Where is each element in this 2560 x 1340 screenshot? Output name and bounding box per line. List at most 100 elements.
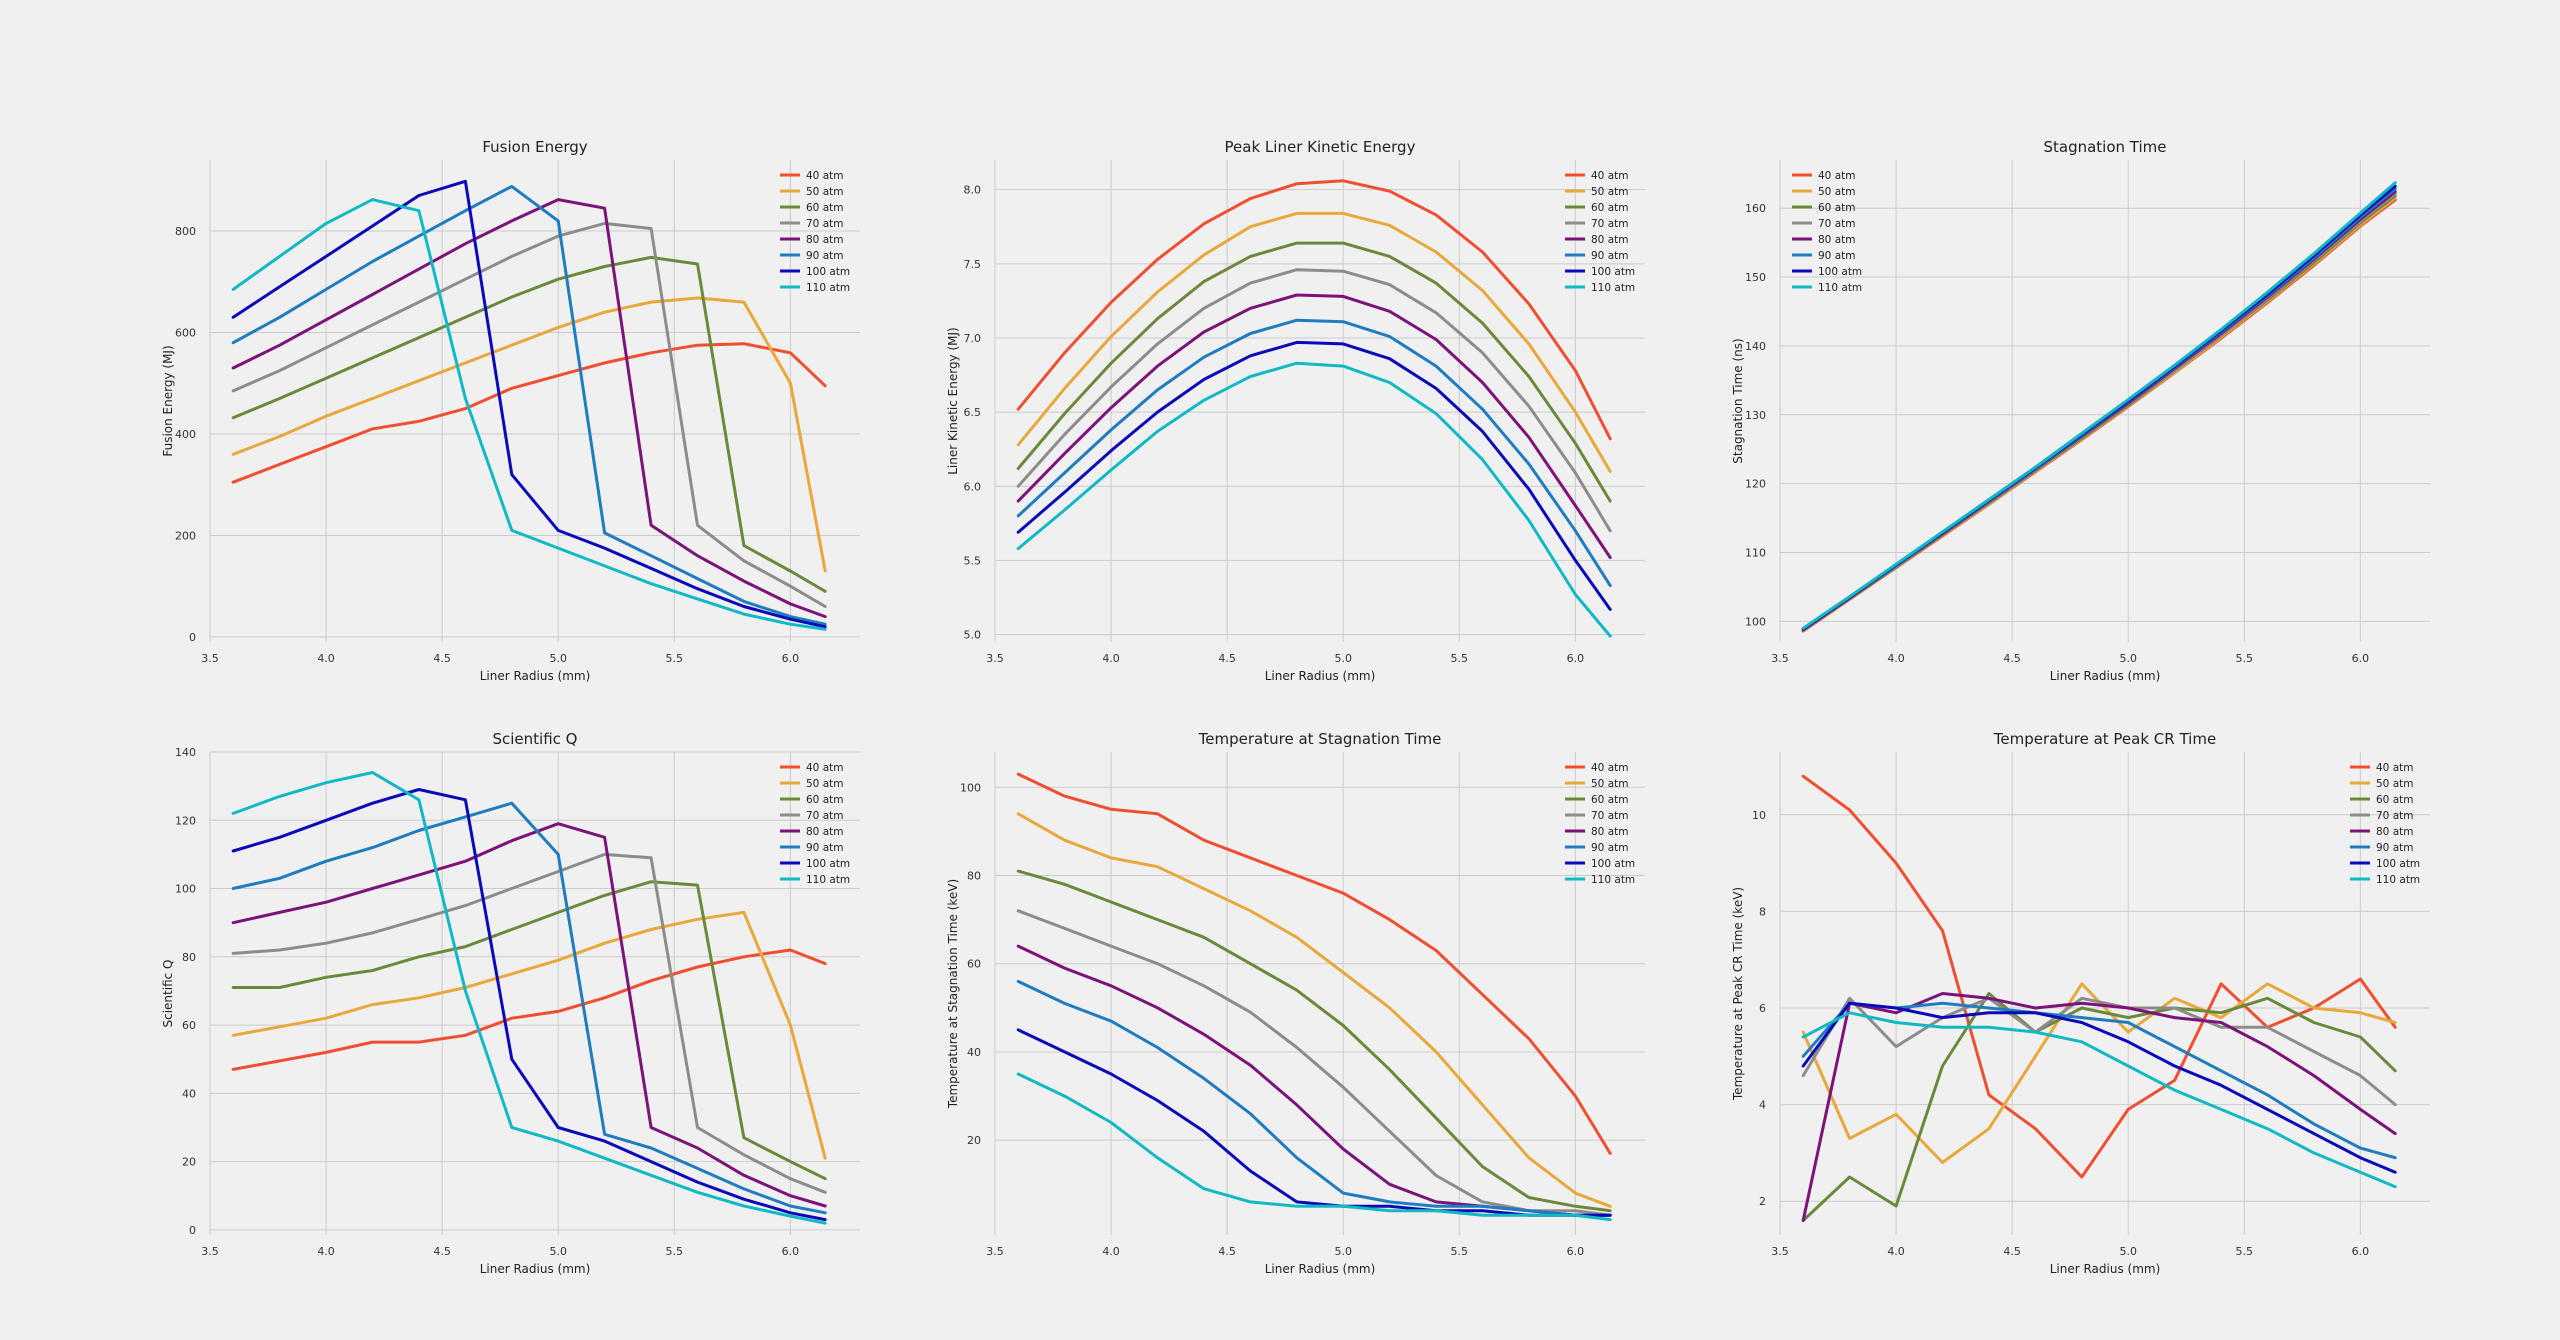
legend-label: 70 atm (1591, 218, 1628, 230)
legend-label: 60 atm (806, 794, 843, 806)
legend-label: 100 atm (1591, 266, 1635, 278)
x-tick-label: 6.0 (1567, 652, 1585, 665)
legend-label: 100 atm (1591, 858, 1635, 870)
series-line (1016, 179, 1612, 441)
series-line (1016, 318, 1612, 588)
legend-label: 40 atm (1591, 170, 1628, 182)
legend: 40 atm 50 atm 60 atm 70 atm 80 atm 90 atm 100 … (1792, 170, 1862, 294)
x-tick-label: 4.0 (1887, 652, 1905, 665)
y-tick-label: 8.0 (964, 184, 982, 197)
series-line (1801, 992, 2397, 1222)
series-line (1016, 268, 1612, 533)
chart-panel: 3.5 4.0 4.5 5.0 5.5 6.0 0 20 40 60 80 100 120 140 Scie… (161, 730, 860, 1276)
legend-label: 50 atm (806, 778, 843, 790)
x-tick-label: 3.5 (201, 1245, 219, 1258)
y-tick-label: 40 (967, 1046, 981, 1059)
x-tick-label: 4.5 (433, 1245, 451, 1258)
chart-title: Temperature at Stagnation Time (1198, 730, 1442, 748)
legend-label: 40 atm (806, 762, 843, 774)
series-line (231, 948, 827, 1071)
legend: 40 atm 50 atm 60 atm 70 atm 80 atm 90 atm 100 … (1565, 170, 1635, 294)
legend-label: 110 atm (806, 282, 850, 294)
series-line (231, 910, 827, 1160)
legend-label: 100 atm (1818, 266, 1862, 278)
legend-label: 40 atm (806, 170, 843, 182)
x-tick-label: 4.0 (317, 652, 335, 665)
y-tick-label: 600 (175, 327, 196, 340)
y-tick-label: 2 (1759, 1195, 1766, 1208)
x-axis-label: Liner Radius (mm) (2050, 1262, 2161, 1276)
chart-panel: 3.5 4.0 4.5 5.0 5.5 6.0 0 200 400 600 800 Fusion En… (161, 138, 860, 683)
x-tick-label: 6.0 (782, 652, 800, 665)
x-tick-label: 4.5 (2003, 1245, 2021, 1258)
series-line (231, 852, 827, 1194)
y-tick-label: 5.5 (964, 554, 982, 567)
y-tick-label: 7.5 (964, 258, 982, 271)
x-tick-label: 3.5 (1771, 1245, 1789, 1258)
legend-label: 110 atm (1591, 874, 1635, 886)
x-tick-label: 5.5 (1451, 1245, 1469, 1258)
y-tick-label: 8 (1759, 905, 1766, 918)
legend-label: 90 atm (1591, 250, 1628, 262)
legend: 40 atm 50 atm 60 atm 70 atm 80 atm 90 atm 100 … (780, 170, 850, 294)
series-line (231, 801, 827, 1215)
x-tick-label: 5.5 (1451, 652, 1469, 665)
y-tick-label: 100 (1745, 615, 1766, 628)
x-tick-label: 6.0 (2352, 652, 2370, 665)
y-tick-label: 20 (967, 1134, 981, 1147)
x-tick-label: 4.0 (1102, 1245, 1120, 1258)
y-tick-label: 5.0 (964, 629, 982, 642)
series-line (231, 342, 827, 484)
y-tick-label: 60 (182, 1019, 196, 1032)
legend-label: 50 atm (2376, 778, 2413, 790)
series-line (1801, 181, 2397, 630)
y-tick-label: 130 (1745, 409, 1766, 422)
series-line (1016, 293, 1612, 559)
x-tick-label: 3.5 (1771, 652, 1789, 665)
series-line (1801, 1001, 2397, 1174)
x-axis-label: Liner Radius (mm) (480, 1262, 591, 1276)
legend-label: 100 atm (806, 858, 850, 870)
x-tick-label: 5.0 (1334, 1245, 1352, 1258)
legend-label: 60 atm (1591, 794, 1628, 806)
legend-label: 100 atm (806, 266, 850, 278)
series-line (1801, 774, 2397, 1179)
y-tick-label: 160 (1745, 202, 1766, 215)
x-tick-label: 5.0 (1334, 652, 1352, 665)
chart-panel: 3.5 4.0 4.5 5.0 5.5 6.0 2 4 6 8 10 Temperature at P… (1731, 730, 2430, 1276)
legend-label: 80 atm (806, 234, 843, 246)
series-line (1801, 184, 2397, 631)
legend-label: 70 atm (806, 810, 843, 822)
x-tick-label: 4.5 (1218, 652, 1236, 665)
y-axis-label: Stagnation Time (ns) (1731, 338, 1745, 463)
x-tick-label: 5.0 (549, 652, 567, 665)
y-tick-label: 6.0 (964, 480, 982, 493)
series-line (1801, 190, 2397, 632)
x-tick-label: 4.5 (1218, 1245, 1236, 1258)
legend-label: 90 atm (1591, 842, 1628, 854)
series-line (1016, 772, 1612, 1155)
legend-label: 60 atm (1818, 202, 1855, 214)
legend-label: 90 atm (806, 842, 843, 854)
y-axis-label: Temperature at Peak CR Time (keV) (1731, 887, 1745, 1101)
series-line (231, 880, 827, 1181)
series-line (1016, 812, 1612, 1208)
legend-label: 90 atm (1818, 250, 1855, 262)
legend-label: 90 atm (2376, 842, 2413, 854)
series-line (231, 198, 827, 631)
series-line (231, 179, 827, 629)
y-tick-label: 120 (175, 814, 196, 827)
chart-panel: 3.5 4.0 4.5 5.0 5.5 6.0 5.0 5.5 6.0 6.5 7.0 7.5 8.0 P… (946, 138, 1645, 683)
series-line (1016, 944, 1612, 1217)
x-tick-label: 3.5 (986, 652, 1004, 665)
series-line (1801, 996, 2397, 1107)
chart-panel: 3.5 4.0 4.5 5.0 5.5 6.0 20 40 60 80 100 Temperature… (946, 730, 1645, 1276)
grid (1779, 752, 2430, 1235)
legend-label: 70 atm (1818, 218, 1855, 230)
legend-label: 110 atm (1818, 282, 1862, 294)
legend: 40 atm 50 atm 60 atm 70 atm 80 atm 90 atm 100 … (1565, 762, 1635, 886)
chart-title: Fusion Energy (482, 138, 587, 156)
y-tick-label: 100 (960, 781, 981, 794)
legend-label: 60 atm (806, 202, 843, 214)
series-line (231, 255, 827, 593)
